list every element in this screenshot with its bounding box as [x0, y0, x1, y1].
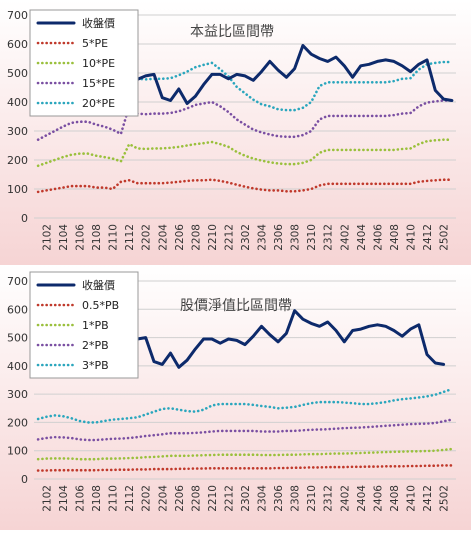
chart-title: 本益比區間帶 [190, 24, 274, 40]
y-tick-label: 400 [7, 96, 28, 109]
y-tick-label: 400 [7, 360, 28, 373]
x-tick-label: 2102 [41, 485, 53, 512]
x-tick-label: 2112 [124, 224, 136, 251]
legend-label: 1*PB [82, 319, 109, 332]
x-tick-label: 2312 [323, 485, 335, 512]
series-line-band-1 [36, 178, 454, 194]
x-tick-label: 2206 [174, 485, 186, 512]
x-tick-label: 2412 [422, 485, 434, 512]
x-tick-label: 2306 [273, 485, 285, 512]
x-tick-label: 2502 [439, 485, 451, 512]
x-tick-label: 2302 [240, 224, 252, 251]
x-tick-label: 2306 [273, 224, 285, 251]
x-tick-label: 2408 [389, 224, 401, 251]
series-line-band-2 [36, 447, 454, 461]
series-line-band-1 [36, 464, 454, 472]
x-tick-label: 2208 [190, 485, 202, 512]
series-line-close [119, 39, 454, 105]
legend-label: 2*PB [82, 339, 109, 352]
x-tick-label: 2206 [174, 224, 186, 251]
y-tick-label: 100 [7, 445, 28, 458]
x-tick-label: 2502 [439, 224, 451, 251]
x-tick-label: 2402 [339, 224, 351, 251]
x-tick-label: 2106 [75, 224, 87, 251]
y-tick-label: 200 [7, 154, 28, 167]
x-tick-label: 2410 [405, 224, 417, 251]
x-tick-label: 2102 [41, 224, 53, 251]
x-tick-label: 2304 [257, 224, 269, 251]
legend-label: 收盤價 [82, 278, 115, 292]
pb-band-chart: 0 100 200 300 400 500 600 700 2102 2104 2106 2108 21… [0, 265, 471, 530]
x-tick-label: 2312 [323, 224, 335, 251]
x-tick-label: 2210 [207, 224, 219, 251]
x-tick-label: 2304 [257, 485, 269, 512]
pb-band-chart-panel: 0 100 200 300 400 500 600 700 2102 2104 2106 2108 21… [0, 265, 471, 530]
x-tick-label: 2106 [75, 485, 87, 512]
x-tick-label: 2204 [157, 485, 169, 512]
y-tick-label: 700 [7, 9, 28, 22]
x-tick-label: 2110 [108, 224, 120, 251]
series-line-close [127, 309, 446, 369]
x-tick-label: 2208 [190, 224, 202, 251]
y-tick-label: 200 [7, 416, 28, 429]
legend-label: 5*PE [82, 37, 108, 50]
legend-label: 3*PB [82, 359, 109, 372]
legend-label: 15*PE [82, 77, 115, 90]
x-tick-label: 2410 [405, 485, 417, 512]
y-tick-label: 500 [7, 67, 28, 80]
x-tick-label: 2104 [58, 224, 70, 251]
y-tick-label: 600 [7, 303, 28, 316]
x-tick-label: 2202 [141, 485, 153, 512]
x-tick-label: 2404 [356, 224, 368, 251]
pe-band-chart-panel: 0 100 200 300 400 500 600 700 2102 2104 2106 2108 21… [0, 0, 471, 265]
pe-band-chart: 0 100 200 300 400 500 600 700 2102 2104 2106 2108 21… [0, 0, 471, 265]
x-tick-label: 2408 [389, 485, 401, 512]
x-tick-label: 2308 [290, 224, 302, 251]
x-tick-label: 2302 [240, 485, 252, 512]
x-tick-label: 2110 [108, 485, 120, 512]
legend-label: 收盤價 [82, 16, 115, 30]
x-tick-label: 2202 [141, 224, 153, 251]
x-tick-label: 2406 [372, 224, 384, 251]
y-tick-label: 0 [21, 473, 28, 486]
y-tick-label: 700 [7, 275, 28, 288]
series-line-band-3 [36, 99, 454, 141]
x-tick-label: 2402 [339, 485, 351, 512]
y-tick-label: 100 [7, 183, 28, 196]
x-tick-label: 2406 [372, 485, 384, 512]
legend-label: 10*PE [82, 57, 115, 70]
legend-label: 20*PE [82, 97, 115, 110]
legend-label: 0.5*PB [82, 299, 119, 312]
x-tick-label: 2204 [157, 224, 169, 251]
x-tick-label: 2308 [290, 485, 302, 512]
y-tick-label: 500 [7, 332, 28, 345]
x-tick-label: 2212 [223, 485, 235, 512]
y-tick-label: 600 [7, 38, 28, 51]
series-line-band-4 [36, 387, 454, 424]
x-tick-label: 2112 [124, 485, 136, 512]
x-tick-label: 2404 [356, 485, 368, 512]
x-tick-label: 2212 [223, 224, 235, 251]
x-tick-label: 2108 [91, 224, 103, 251]
y-tick-label: 300 [7, 388, 28, 401]
x-tick-label: 2104 [58, 485, 70, 512]
x-tick-label: 2210 [207, 485, 219, 512]
x-tick-label: 2310 [306, 224, 318, 251]
y-tick-label: 0 [21, 212, 28, 225]
series-line-band-3 [36, 418, 454, 442]
x-tick-label: 2108 [91, 485, 103, 512]
legend-box [29, 9, 139, 117]
x-tick-label: 2310 [306, 485, 318, 512]
x-tick-label: 2412 [422, 224, 434, 251]
chart-title: 股價淨值比區間帶 [180, 297, 292, 314]
y-tick-label: 300 [7, 125, 28, 138]
